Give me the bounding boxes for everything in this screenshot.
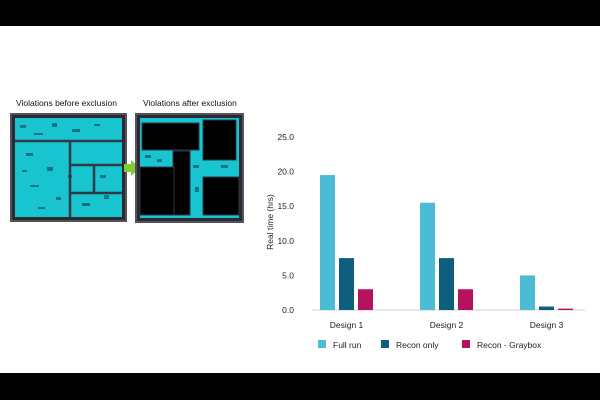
top-letterbox-bar: [0, 0, 600, 26]
x-tick-label: Design 1: [330, 320, 364, 330]
x-tick-label: Design 2: [430, 320, 464, 330]
x-axis-ticks: Design 1 Design 2 Design 3: [330, 320, 564, 330]
bar-recon-graybox-1: [358, 289, 373, 310]
bar-recon-graybox-2: [458, 289, 473, 310]
y-tick-label: 10.0: [277, 236, 294, 246]
x-tick-label: Design 3: [530, 320, 564, 330]
y-tick-label: 25.0: [277, 132, 294, 142]
bar-full-run-3: [520, 275, 535, 310]
y-tick-label: 15.0: [277, 201, 294, 211]
chart-legend: Full run Recon only Recon - Graybox: [318, 340, 542, 350]
y-tick-label: 0.0: [282, 305, 294, 315]
bar-full-run-2: [420, 202, 435, 310]
layout-after-drawing: [139, 118, 240, 218]
arrow-icon: [124, 160, 140, 181]
legend-label: Full run: [333, 340, 362, 350]
y-axis-label: Real time (hrs): [265, 194, 275, 250]
layout-before-exclusion: [10, 113, 127, 222]
bar-full-run-1: [320, 175, 335, 310]
caption-after-exclusion: Violations after exclusion: [143, 98, 237, 108]
legend-label: Recon - Graybox: [477, 340, 542, 350]
legend-swatch: [381, 340, 389, 348]
legend-label: Recon only: [396, 340, 439, 350]
bar-recon-only-2: [439, 258, 454, 310]
bar-recon-graybox-3: [558, 308, 573, 310]
layout-before-drawing: [15, 118, 122, 217]
y-axis-ticks: 0.0 5.0 10.0 15.0 20.0 25.0: [277, 132, 294, 315]
y-tick-label: 5.0: [282, 270, 294, 280]
y-tick-label: 20.0: [277, 167, 294, 177]
legend-swatch: [462, 340, 470, 348]
bottom-letterbox-bar: [0, 373, 600, 400]
caption-before-exclusion: Violations before exclusion: [16, 98, 117, 108]
bar-recon-only-3: [539, 306, 554, 310]
legend-swatch: [318, 340, 326, 348]
runtime-bar-chart: Real time (hrs) 0.0 5.0 10.0 15.0 20.0 25.0 D…: [265, 132, 585, 350]
bar-series-group: [320, 175, 573, 310]
layout-after-exclusion: [135, 113, 244, 223]
bar-recon-only-1: [339, 258, 354, 310]
